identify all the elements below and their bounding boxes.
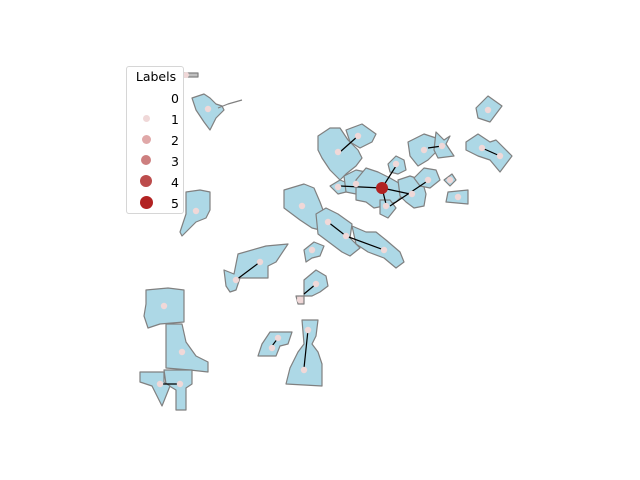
node: [274, 334, 282, 342]
legend-entry: 5: [127, 194, 185, 214]
legend-entry: 2: [127, 131, 185, 151]
node: [176, 380, 184, 388]
node: [192, 207, 200, 215]
node: [232, 276, 240, 284]
region: [223, 243, 289, 293]
node: [478, 144, 486, 152]
node: [424, 176, 432, 184]
node: [268, 344, 276, 352]
region: [285, 319, 323, 387]
node: [324, 218, 332, 226]
polygons: [139, 72, 513, 411]
region: [351, 225, 405, 269]
region: [465, 133, 513, 173]
node: [160, 302, 168, 310]
node: [496, 152, 504, 160]
node: [308, 246, 316, 254]
node: [156, 380, 164, 388]
legend-label: 0: [171, 91, 179, 106]
legend-entry: 3: [127, 152, 185, 172]
nodes: [156, 72, 504, 388]
node: [334, 183, 342, 191]
node: [438, 142, 446, 150]
legend-label: 3: [171, 154, 179, 169]
node: [408, 190, 416, 198]
legend-label: 4: [171, 175, 179, 190]
legend-marker: [143, 115, 150, 122]
boundary-line: [217, 99, 243, 109]
region: [139, 371, 171, 407]
legend-entry: 1: [127, 110, 185, 130]
node: [300, 366, 308, 374]
node: [178, 348, 186, 356]
region: [165, 323, 209, 373]
legend-marker: [145, 96, 149, 100]
legend-entry: 4: [127, 173, 185, 193]
node: [484, 106, 492, 114]
legend-title: Labels: [135, 69, 177, 84]
node: [312, 280, 320, 288]
legend-label: 5: [171, 196, 179, 211]
node: [354, 132, 362, 140]
node: [296, 296, 304, 304]
node: [256, 258, 264, 266]
legend-marker: [140, 175, 152, 187]
node: [446, 176, 454, 184]
edges: [160, 135, 501, 385]
node: [352, 180, 360, 188]
node: [204, 105, 212, 113]
legend-label: 2: [171, 133, 179, 148]
node: [380, 246, 388, 254]
node: [334, 148, 342, 156]
legend-entry: 0: [127, 89, 185, 109]
highlight-node: [376, 182, 388, 194]
node: [342, 232, 350, 240]
legend-marker: [140, 196, 153, 209]
node: [298, 202, 306, 210]
node: [392, 160, 400, 168]
legend-marker: [142, 135, 151, 144]
legend-label: 1: [171, 112, 179, 127]
node: [454, 193, 462, 201]
legend: Labels 0 1 2 3 4 5: [126, 66, 184, 214]
node: [304, 326, 312, 334]
region: [257, 331, 293, 357]
legend-marker: [141, 155, 151, 165]
node: [382, 202, 390, 210]
node: [183, 72, 189, 78]
node: [420, 146, 428, 154]
